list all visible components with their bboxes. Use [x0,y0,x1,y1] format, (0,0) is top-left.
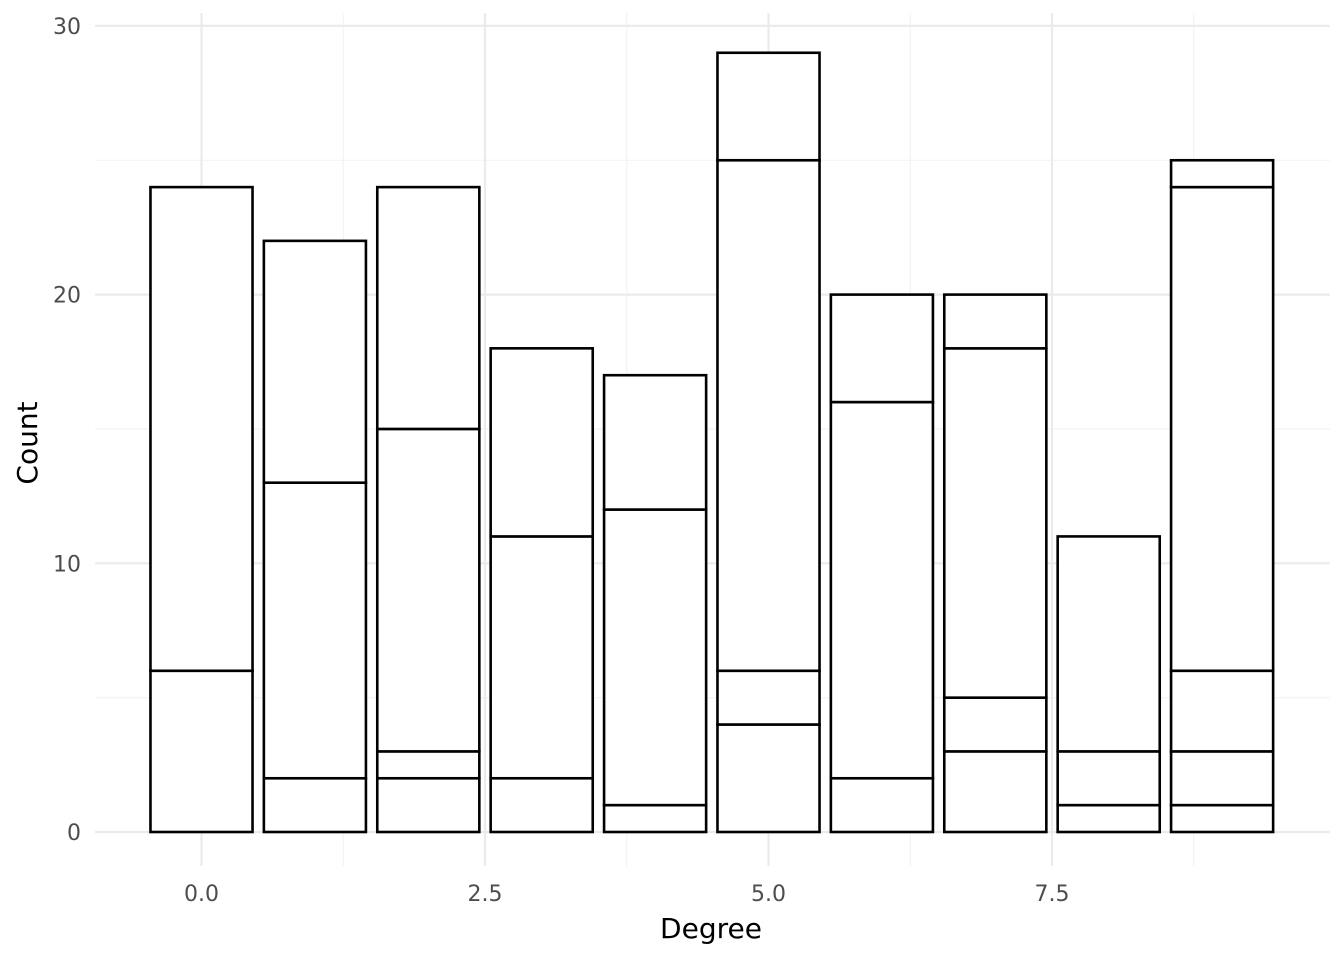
bar-segment-0-0 [149,669,254,834]
bar-segment-3-0 [489,776,595,834]
bar-segment-7-3 [942,293,1048,350]
x-tick-label: 2.5 [468,882,503,907]
bar-segment-5-2 [716,158,821,673]
bar-segment-2-1 [375,750,481,780]
bar-segment-8-0 [1056,803,1162,834]
bar-segment-7-0 [942,750,1048,834]
y-axis-ticks: 0 10 20 30 [53,15,81,846]
bar-segment-3-2 [489,347,595,538]
bar-segment-7-2 [942,347,1048,699]
x-tick-label: 0.0 [184,882,219,907]
bar-segment-9-4 [1169,158,1275,189]
bar-segment-5-1 [716,669,821,726]
bar-segment-5-0 [716,723,821,834]
bar-segment-9-3 [1169,185,1275,673]
x-tick-label: 7.5 [1035,882,1070,907]
bar-segment-6-0 [829,776,935,834]
bar-segment-4-0 [602,803,708,834]
y-axis-title: Count [11,401,44,484]
bar-segment-8-1 [1056,750,1162,807]
y-tick-label: 30 [53,15,81,40]
x-tick-label: 5.0 [751,882,786,907]
bar-segment-9-1 [1169,750,1275,807]
bar-segment-9-2 [1169,669,1275,753]
bar-segment-3-1 [489,535,595,780]
bar-segment-5-3 [716,51,821,162]
bar-segment-9-0 [1169,803,1275,834]
bar-segment-4-1 [602,508,708,807]
x-axis-ticks: 0.0 2.5 5.0 7.5 [184,882,1070,907]
bars [149,51,1275,834]
bar-segment-6-2 [829,293,935,404]
bar-segment-2-3 [375,185,481,431]
bar-segment-1-1 [262,481,368,780]
bar-segment-2-0 [375,776,481,834]
x-axis-title: Degree [660,912,762,945]
y-tick-label: 20 [53,284,81,309]
y-tick-label: 10 [53,552,81,577]
bar-segment-0-1 [149,185,254,673]
y-tick-label: 0 [67,821,81,846]
bar-segment-4-2 [602,373,708,511]
bar-segment-1-0 [262,776,368,834]
bar-segment-7-1 [942,696,1048,753]
bar-segment-8-2 [1056,535,1162,753]
bar-segment-2-2 [375,427,481,753]
bar-segment-1-2 [262,239,368,484]
bar-segment-6-1 [829,400,935,780]
